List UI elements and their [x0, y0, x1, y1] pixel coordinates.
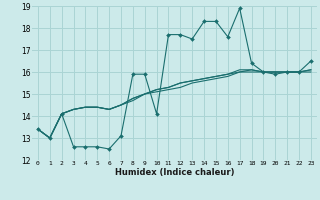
X-axis label: Humidex (Indice chaleur): Humidex (Indice chaleur) [115, 168, 234, 177]
